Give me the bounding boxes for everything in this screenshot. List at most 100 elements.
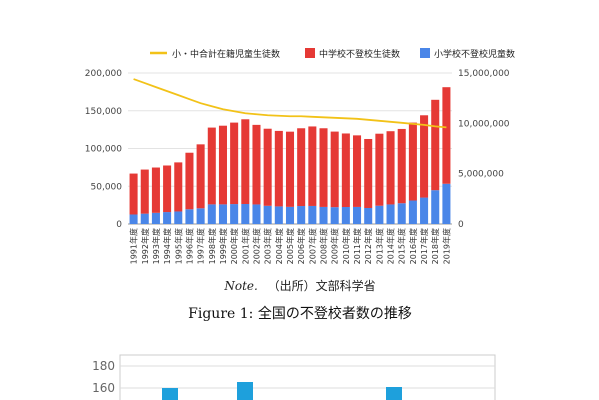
- x-tick-label: 1997年度: [196, 228, 206, 264]
- bar-elementary: [285, 206, 295, 224]
- bar-junior-high: [241, 119, 250, 204]
- x-tick-label: 1999年度: [218, 228, 228, 264]
- bar-elementary: [207, 204, 216, 224]
- chart-legend: 小・中合計在籍児童生徒数 中学校不登校生徒数 小学校不登校児童数: [150, 48, 515, 60]
- total-line-series: [133, 78, 447, 129]
- x-tick-label: 2017年度: [419, 228, 429, 264]
- x-tick-label: 2005年度: [285, 228, 295, 264]
- bar-elementary: [230, 204, 239, 224]
- second-chart-bar: [237, 382, 253, 400]
- x-tick-label: 2008年度: [319, 228, 329, 264]
- bar-elementary: [274, 206, 283, 224]
- x-tick-label: 2001年度: [240, 228, 250, 264]
- bar-junior-high: [330, 131, 339, 208]
- bar-elementary: [218, 204, 227, 224]
- legend-junior-label: 中学校不登校生徒数: [319, 48, 400, 60]
- bar-junior-high: [431, 99, 440, 191]
- bar-junior-high: [341, 133, 350, 208]
- bar-elementary: [241, 203, 250, 224]
- y-right-tick-label: 5,000,000: [458, 170, 504, 180]
- y-right-tick-label: 10,000,000: [458, 119, 510, 129]
- y-right-tick-label: 0: [458, 220, 464, 230]
- x-tick-label: 2014年度: [386, 228, 396, 264]
- x-tick-label: 1993年度: [151, 228, 161, 264]
- bar-elementary: [263, 205, 272, 224]
- y-left-tick-label: 0: [116, 220, 122, 230]
- bar-junior-high: [263, 128, 272, 206]
- legend-elementary-swatch: [420, 48, 430, 58]
- x-tick-label: 2000年度: [229, 228, 239, 264]
- x-tick-label: 1998年度: [207, 228, 217, 264]
- bar-junior-high: [285, 131, 295, 207]
- figure-note: Note. （出所）文部科学省: [223, 278, 375, 293]
- bar-junior-high: [230, 122, 239, 205]
- bar-junior-high: [207, 127, 216, 205]
- note-label: Note.: [223, 279, 257, 293]
- x-tick-label: 1995年度: [173, 228, 183, 264]
- bar-junior-high: [364, 138, 373, 208]
- x-tick-label: 2015年度: [397, 228, 407, 264]
- bar-series: [129, 87, 451, 224]
- bar-junior-high: [297, 128, 306, 207]
- bar-elementary: [442, 183, 451, 224]
- total-line: [133, 78, 447, 129]
- second-chart-frame: [119, 354, 496, 400]
- x-tick-label: 2009年度: [330, 228, 340, 264]
- bar-junior-high: [420, 115, 429, 198]
- bar-junior-high: [196, 144, 205, 209]
- bar-junior-high: [375, 133, 384, 206]
- bar-elementary: [397, 203, 406, 224]
- x-tick-label: 1994年度: [162, 228, 172, 264]
- second-chart-bar: [386, 387, 402, 400]
- legend-junior-swatch: [305, 48, 315, 58]
- x-tick-label: 2006年度: [296, 228, 306, 264]
- bar-junior-high: [185, 152, 194, 210]
- x-tick-label: 2019年度: [441, 228, 451, 264]
- bar-elementary: [163, 212, 172, 224]
- bar-elementary: [364, 207, 373, 224]
- bar-elementary: [297, 206, 306, 224]
- bar-elementary: [431, 190, 440, 224]
- bar-junior-high: [408, 122, 417, 201]
- bar-elementary: [140, 213, 149, 224]
- bar-elementary: [185, 209, 194, 224]
- second-chart-partial: 180 160: [92, 354, 496, 400]
- bar-elementary: [375, 205, 384, 224]
- second-chart-tick-160: 160: [92, 381, 115, 395]
- x-tick-label: 2011年度: [352, 228, 362, 264]
- bar-junior-high: [151, 167, 160, 213]
- bar-junior-high: [252, 124, 261, 205]
- x-tick-label: 2010年度: [341, 228, 351, 264]
- bar-elementary: [319, 206, 328, 224]
- bar-junior-high: [319, 128, 328, 207]
- legend-total-label: 小・中合計在籍児童生徒数: [172, 48, 280, 60]
- bar-junior-high: [353, 135, 362, 207]
- x-tick-label: 2016年度: [408, 228, 418, 264]
- bar-elementary: [129, 214, 138, 224]
- x-tick-label: 2002年度: [251, 228, 261, 264]
- legend-elementary-label: 小学校不登校児童数: [434, 48, 515, 60]
- bar-elementary: [174, 211, 183, 224]
- bar-junior-high: [163, 165, 172, 213]
- second-chart-bar: [162, 388, 178, 400]
- bar-elementary: [330, 207, 339, 224]
- x-tick-label: 2004年度: [274, 228, 284, 264]
- bar-elementary: [353, 206, 362, 224]
- bar-junior-high: [274, 130, 283, 207]
- x-tick-label: 2013年度: [374, 228, 384, 264]
- bar-elementary: [341, 207, 350, 224]
- y-left-tick-label: 200,000: [85, 69, 122, 79]
- bar-elementary: [408, 200, 417, 224]
- y-axis-right-ticks: 0 5,000,000 10,000,000 15,000,000: [458, 69, 510, 230]
- bar-elementary: [386, 204, 395, 224]
- x-tick-label: 2007年度: [307, 228, 317, 264]
- bar-junior-high: [140, 169, 149, 214]
- y-left-tick-label: 100,000: [85, 145, 122, 155]
- y-left-tick-label: 150,000: [85, 107, 122, 117]
- figure-caption: Figure 1: 全国の不登校者数の推移: [188, 305, 412, 322]
- bar-junior-high: [442, 87, 451, 184]
- bar-junior-high: [386, 131, 395, 205]
- x-tick-label: 2003年度: [263, 228, 273, 264]
- bar-elementary: [196, 208, 205, 224]
